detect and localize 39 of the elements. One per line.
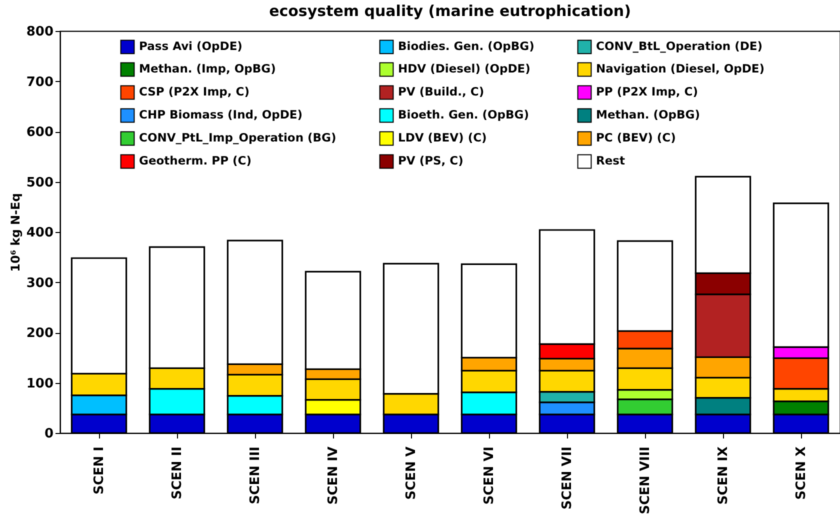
x-tick-label: SCEN VII bbox=[560, 446, 575, 510]
legend-label: PV (PS, C) bbox=[398, 154, 464, 168]
legend-label: CONV_BtL_Operation (DE) bbox=[596, 38, 763, 53]
y-tick-label: 0 bbox=[44, 426, 54, 442]
x-tick-label: SCEN IX bbox=[716, 446, 731, 505]
legend-label: Methan. (Imp, OpBG) bbox=[139, 62, 276, 76]
x-tick-label: SCEN V bbox=[404, 446, 419, 500]
legend-label: PP (P2X Imp, C) bbox=[596, 84, 698, 98]
legend-label: Bioeth. Gen. (OpBG) bbox=[398, 108, 529, 122]
legend-label: PV (Build., C) bbox=[398, 84, 484, 98]
legend-label: CSP (P2X Imp, C) bbox=[139, 84, 250, 98]
x-tick-label: SCEN X bbox=[794, 446, 809, 500]
y-axis-title: 10⁶ kg N-Eq bbox=[8, 193, 22, 272]
y-tick-label: 700 bbox=[26, 74, 54, 90]
x-tick-label: SCEN VIII bbox=[638, 446, 653, 514]
y-tick-label: 200 bbox=[26, 326, 54, 341]
y-tick-label: 400 bbox=[26, 226, 54, 240]
legend-label: HDV (Diesel) (OpDE) bbox=[398, 62, 530, 76]
legend-label: Geotherm. PP (C) bbox=[139, 154, 252, 168]
legend-label: Biodies. Gen. (OpBG) bbox=[398, 38, 534, 53]
legend-label: Methan. (OpBG) bbox=[596, 108, 700, 122]
y-tick-label: 600 bbox=[26, 125, 54, 140]
legend-label: Pass Avi (OpDE) bbox=[139, 38, 242, 53]
legend-label: CHP Biomass (Ind, OpDE) bbox=[139, 108, 303, 122]
x-tick-label: SCEN III bbox=[248, 446, 263, 504]
legend-label: LDV (BEV) (C) bbox=[398, 130, 487, 144]
y-tick-label: 800 bbox=[26, 24, 54, 40]
chart-title: ecosystem quality (marine eutrophication) bbox=[269, 2, 631, 20]
y-tick-label: 500 bbox=[26, 175, 54, 190]
legend-label: Rest bbox=[596, 154, 626, 168]
x-tick-label: SCEN I bbox=[92, 446, 107, 495]
x-tick-label: SCEN VI bbox=[482, 446, 497, 505]
y-tick-label: 100 bbox=[26, 376, 54, 392]
legend-label: Navigation (Diesel, OpDE) bbox=[596, 62, 765, 76]
x-tick-label: SCEN II bbox=[170, 446, 185, 500]
legend-label: CONV_PtL_Imp_Operation (BG) bbox=[139, 130, 336, 144]
legend-label: PC (BEV) (C) bbox=[596, 130, 676, 144]
y-tick-label: 300 bbox=[26, 276, 54, 291]
x-tick-label: SCEN IV bbox=[326, 446, 341, 505]
